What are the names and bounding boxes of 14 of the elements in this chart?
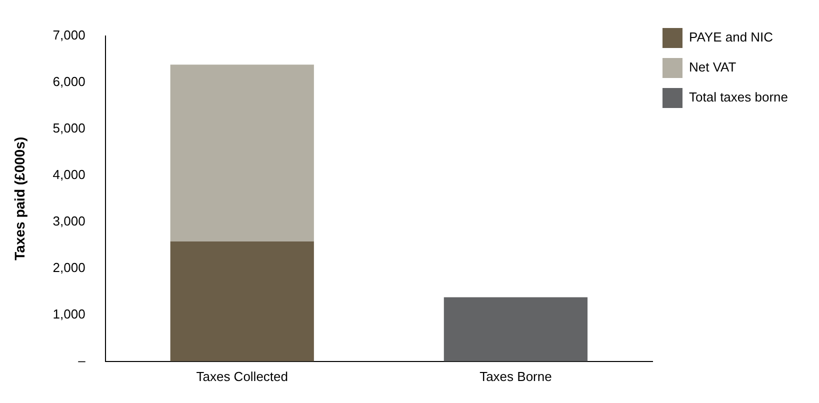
y-tick-label: 7,000 — [52, 27, 86, 42]
x-tick-label: Taxes Borne — [480, 368, 552, 384]
legend-label: Net VAT — [688, 60, 736, 75]
y-tick-label: 4,000 — [52, 166, 86, 182]
y-tick-label: 3,000 — [52, 213, 86, 228]
y-tick-label: 2,000 — [52, 260, 86, 275]
y-tick-label: 5,000 — [52, 120, 86, 136]
y-tick-label: – — [78, 352, 86, 368]
legend-label: Total taxes borne — [688, 90, 788, 105]
y-axis-title: Taxes paid (£000s) — [11, 136, 28, 260]
legend-label: PAYE and NIC — [688, 30, 774, 45]
y-tick-label: 1,000 — [52, 306, 86, 322]
y-tick-label: 6,000 — [52, 74, 86, 89]
x-tick-label: Taxes Collected — [196, 368, 288, 384]
